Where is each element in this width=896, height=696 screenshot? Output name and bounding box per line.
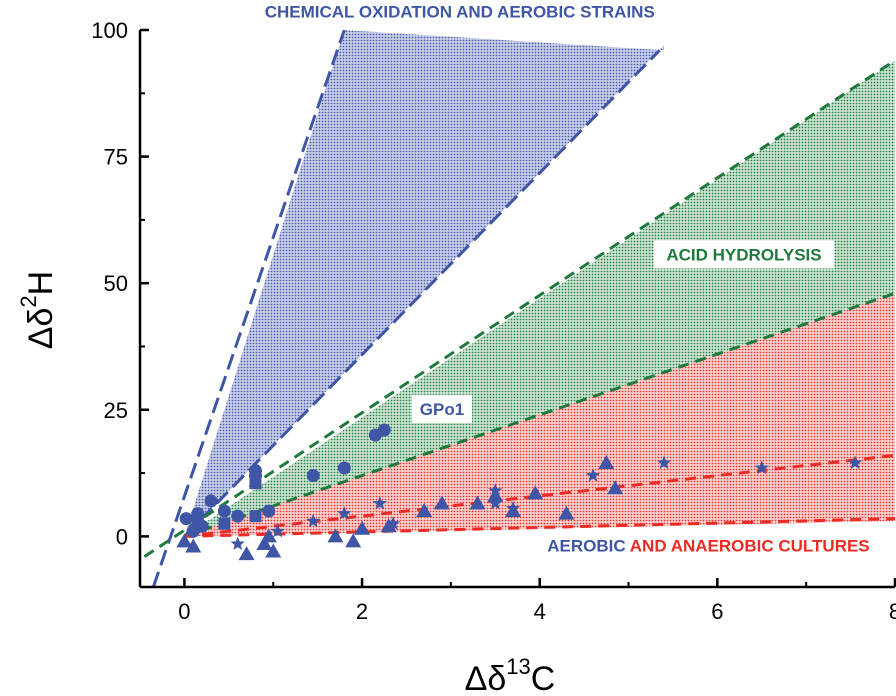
annotation-0: CHEMICAL OXIDATION AND AEROBIC STRAINS — [265, 2, 655, 21]
point-triangle — [487, 487, 504, 502]
point-square — [218, 517, 231, 530]
point-square — [249, 477, 262, 490]
point-triangle — [345, 533, 362, 548]
point-circle — [262, 504, 276, 518]
point-star — [847, 455, 863, 470]
point-triangle — [256, 535, 273, 550]
data-points — [176, 423, 863, 561]
point-triangle — [354, 520, 371, 535]
point-star — [505, 501, 521, 515]
point-circle — [337, 461, 351, 475]
point-star — [656, 455, 672, 470]
annotation-bg-1 — [653, 240, 835, 269]
point-star — [337, 506, 352, 520]
point-triangle — [558, 505, 575, 520]
point-circle — [231, 509, 245, 523]
point-star — [488, 495, 503, 510]
boundary-line-red-5 — [184, 517, 895, 538]
point-star — [585, 468, 601, 482]
point-circle — [377, 423, 391, 437]
point-triangle — [434, 495, 450, 510]
point-star — [372, 495, 387, 510]
point-triangle — [527, 485, 544, 500]
point-triangle — [238, 546, 255, 561]
boundary-line-green-2 — [143, 59, 895, 558]
boundary-line-red-4 — [184, 453, 895, 538]
point-triangle — [176, 533, 193, 548]
x-tick-label-8: 8 — [889, 599, 896, 624]
point-circle — [204, 494, 218, 508]
annotation-3: AEROBIC AND ANAEROBIC CULTURES — [547, 537, 869, 556]
x-tick-label-6: 6 — [711, 599, 723, 624]
axes: 0 25 50 75 100 0 2 4 6 8 — [91, 18, 896, 624]
boundary-line-blue-0 — [151, 30, 346, 587]
y-tick-label-0: 0 — [116, 524, 128, 549]
point-triangle — [469, 495, 486, 510]
x-tick-label-2: 2 — [356, 599, 368, 624]
y-tick-label-75: 75 — [104, 145, 128, 170]
point-star — [270, 523, 285, 538]
point-triangle — [607, 480, 624, 495]
point-triangle — [327, 528, 344, 543]
point-square — [191, 515, 204, 528]
annotation-bg-2 — [412, 394, 472, 423]
point-square — [249, 510, 262, 523]
point-circle — [306, 469, 320, 483]
point-star — [306, 513, 321, 528]
region-blue — [184, 30, 665, 537]
point-star — [386, 516, 401, 530]
point-triangle — [265, 543, 282, 558]
point-triangle — [260, 528, 277, 543]
y-tick-label-50: 50 — [104, 271, 128, 296]
y-tick-label-100: 100 — [91, 18, 128, 43]
point-circle — [179, 512, 193, 526]
x-tick-label-0: 0 — [178, 599, 190, 624]
point-triangle — [185, 538, 202, 553]
boundary-lines — [143, 30, 895, 587]
point-triangle — [416, 503, 433, 518]
annotations: CHEMICAL OXIDATION AND AEROBIC STRAINS AC… — [265, 2, 870, 555]
point-circle — [217, 504, 231, 518]
y-axis-title: Δδ2H — [16, 271, 60, 349]
point-circle — [248, 464, 262, 478]
x-axis-title: Δδ13C — [465, 654, 556, 696]
annotation-2: GPo1 — [420, 400, 464, 419]
point-star — [230, 536, 245, 551]
annotation-1: ACID HYDROLYSIS — [666, 245, 821, 264]
point-triangle — [598, 454, 615, 469]
shaded-regions — [184, 30, 895, 537]
point-star — [754, 460, 769, 475]
x-tick-label-4: 4 — [534, 599, 546, 624]
boundary-line-blue-1 — [183, 49, 661, 538]
point-star — [488, 483, 503, 497]
point-triangle — [380, 518, 397, 533]
y-tick-label-25: 25 — [104, 398, 128, 423]
